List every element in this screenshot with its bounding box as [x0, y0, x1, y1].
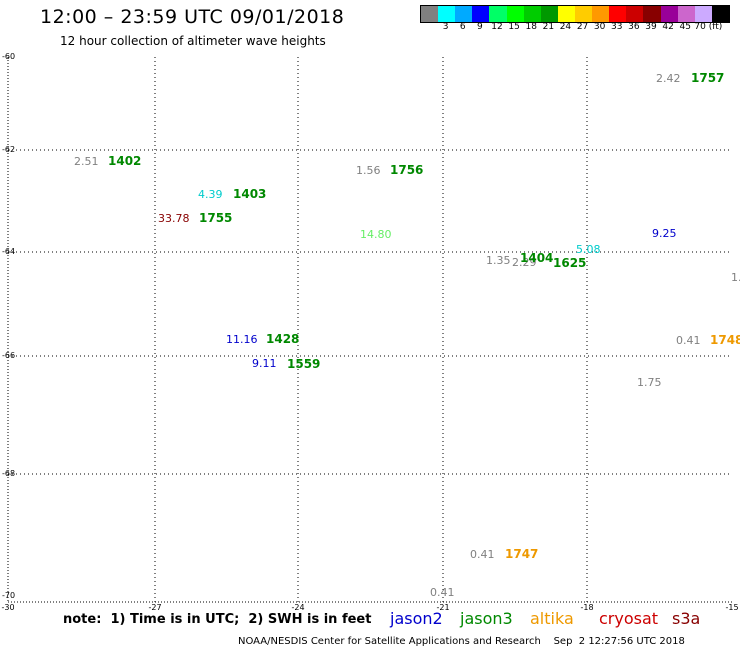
- legend-tick-label: 24: [559, 22, 572, 32]
- wave-height-label: 2.51: [74, 155, 99, 168]
- legend-swatch: [574, 6, 593, 22]
- pass-time-label: 1428: [266, 332, 300, 346]
- satellite-legend-item: cryosat: [599, 609, 659, 628]
- latitude-label: -70: [2, 591, 16, 600]
- legend-swatch: [421, 6, 439, 22]
- pass-time-label: 1748: [710, 333, 740, 347]
- legend-swatch: [438, 6, 456, 22]
- pass-time-label: 1756: [390, 163, 424, 177]
- legend-tick-label: 6: [459, 22, 466, 32]
- legend-tick-label: 42: [662, 22, 674, 32]
- wave-height-label: 2.42: [656, 72, 681, 85]
- longitude-label: -27: [148, 603, 162, 612]
- wave-height-label: 9.11: [252, 357, 277, 370]
- legend-labels: 3 6 9 12 15 18 21 24 27 30 33 36 39 42 45 70 (ft): [0, 22, 740, 34]
- legend-swatch: [472, 6, 490, 22]
- legend-swatch: [677, 6, 695, 22]
- wave-height-label: 4.39: [198, 188, 223, 201]
- wave-height-label: 1.: [731, 271, 740, 284]
- legend-swatch: [540, 6, 558, 22]
- wave-height-label: 11.16: [226, 333, 258, 346]
- legend-tick-label: 30: [593, 22, 606, 32]
- credit-footer: NOAA/NESDIS Center for Satellite Applica…: [238, 636, 685, 647]
- legend-swatch: [523, 6, 541, 22]
- legend-tick-label: 9: [477, 22, 483, 32]
- map-subtitle: 12 hour collection of altimeter wave hei…: [60, 34, 326, 48]
- satellite-legend-item: altika: [530, 609, 574, 628]
- map-title: 12:00 – 23:59 UTC 09/01/2018: [40, 6, 345, 28]
- legend-swatch: [592, 6, 610, 22]
- pass-time-label: 1747: [505, 547, 539, 561]
- wave-height-label: 33.78: [158, 212, 190, 225]
- wave-height-label: 0.41: [470, 548, 495, 561]
- legend-swatch: [489, 6, 507, 22]
- legend-swatch: [694, 6, 712, 22]
- longitude-label: -21: [436, 603, 450, 612]
- latitude-label: -66: [2, 351, 16, 360]
- latitude-label: -64: [2, 247, 16, 256]
- wave-height-label: 9.25: [652, 227, 677, 240]
- pass-time-label: 1404: [520, 251, 554, 265]
- pass-time-label: 1625: [553, 256, 587, 270]
- wave-height-label: 1.56: [356, 164, 381, 177]
- latitude-label: -60: [2, 52, 16, 61]
- legend-tick-label: 21: [542, 22, 555, 32]
- legend-tick-label: 12: [491, 22, 503, 32]
- satellite-legend-item: jason3: [460, 609, 513, 628]
- wave-height-label: 0.41: [430, 586, 455, 599]
- legend-swatch: [660, 6, 678, 22]
- legend-swatch: [609, 6, 627, 22]
- legend-tick-label: 70 (ft): [694, 22, 723, 32]
- longitude-label: -30: [1, 603, 15, 612]
- pass-time-label: 1403: [233, 187, 267, 201]
- wave-height-label: 1.35: [486, 254, 511, 267]
- legend-swatch: [711, 6, 729, 22]
- footnote: note: 1) Time is in UTC; 2) SWH is in fe…: [63, 612, 372, 627]
- legend-tick-label: 45: [679, 22, 691, 32]
- legend-tick-label: 33: [611, 22, 623, 32]
- legend-swatch: [643, 6, 661, 22]
- wave-height-color-legend: [420, 5, 730, 23]
- satellite-legend-item: s3a: [672, 609, 701, 628]
- wave-height-label: 14.80: [360, 228, 392, 241]
- legend-swatch: [506, 6, 524, 22]
- legend-tick-label: 39: [645, 22, 657, 32]
- wave-height-label: 5.08: [576, 243, 601, 256]
- latitude-label: -68: [2, 469, 16, 478]
- legend-swatch: [626, 6, 644, 22]
- legend-tick-label: 3: [442, 22, 449, 32]
- legend-swatch: [557, 6, 575, 22]
- longitude-label: -15: [725, 603, 739, 612]
- pass-time-label: 1559: [287, 357, 321, 371]
- legend-tick-label: 18: [525, 22, 537, 32]
- longitude-label: -24: [291, 603, 305, 612]
- wave-height-label: 2.29: [512, 256, 537, 269]
- wave-height-label: 1.75: [637, 376, 662, 389]
- legend-swatch: [455, 6, 473, 22]
- pass-time-label: 1402: [108, 154, 142, 168]
- legend-tick-label: 27: [576, 22, 589, 32]
- longitude-label: -18: [580, 603, 594, 612]
- pass-time-label: 1757: [691, 71, 725, 85]
- pass-time-label: 1755: [199, 211, 233, 225]
- legend-tick-label: 15: [508, 22, 520, 32]
- wave-height-label: 0.41: [676, 334, 701, 347]
- satellite-legend-item: jason2: [390, 609, 443, 628]
- legend-tick-label: 36: [628, 22, 640, 32]
- latitude-label: -62: [2, 145, 16, 154]
